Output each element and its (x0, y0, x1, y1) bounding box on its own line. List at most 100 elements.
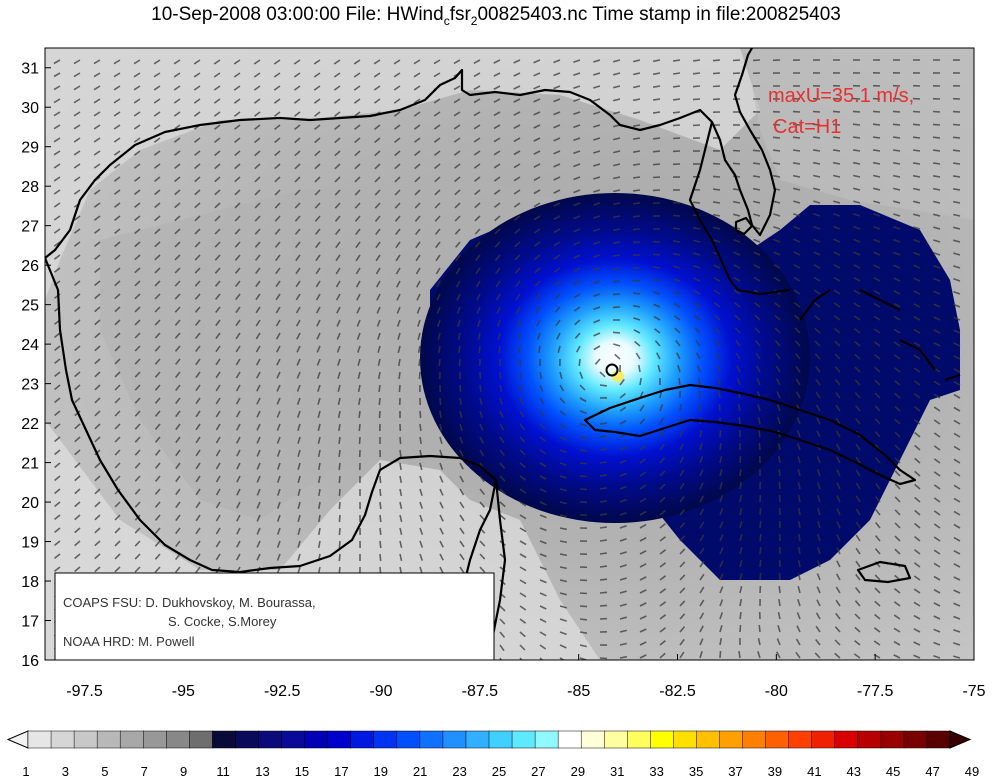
lon-tick-label: -87.5 (462, 683, 499, 700)
lon-tick-label: -75 (962, 683, 985, 700)
lat-tick-label: 17 (21, 614, 39, 631)
colorbar-swatch (488, 730, 513, 749)
colorbar-swatch (119, 730, 144, 749)
mexico-west-coast (45, 257, 498, 660)
colorbar-swatch (96, 730, 121, 749)
storm-center-marker (605, 363, 619, 377)
colorbar-label: 47 (925, 764, 939, 779)
colorbar-label: 25 (492, 764, 506, 779)
colorbar-swatch (926, 730, 951, 749)
colorbar-swatch (373, 730, 398, 749)
lat-tick-label: 19 (21, 535, 39, 552)
wind-vector-paths (53, 59, 961, 660)
lon-axis: -97.5 -95 -92.5 -90 -87.5 -85 -82.5 -80 -77.5 -75 (66, 654, 986, 700)
colorbar-swatch (696, 730, 721, 749)
map-field (45, 48, 974, 660)
florida-west-coast (688, 121, 791, 296)
colorbar-label: 29 (571, 764, 585, 779)
colorbar-label: 19 (374, 764, 388, 779)
colorbar-swatch (396, 730, 421, 749)
lat-tick-label: 23 (21, 377, 39, 394)
credit-line-2: S. Cocke, S.Morey (168, 614, 277, 629)
colorbar-label: 43 (847, 764, 861, 779)
colorbar-swatch (673, 730, 698, 749)
colorbar-swatch (788, 730, 813, 749)
lon-tick-label: -77.5 (857, 683, 894, 700)
colorbar-labels: 1 3 5 7 9 11 13 15 17 19 21 23 25 27 29 31 33 35 37 39 41 43 4… (22, 764, 979, 779)
lat-tick-label: 24 (21, 337, 39, 354)
colorbar-low-arrow (6, 730, 29, 749)
colorbar-label: 15 (295, 764, 309, 779)
colorbar-swatch (235, 730, 260, 749)
colorbar-swatch (73, 730, 98, 749)
lat-tick-label: 18 (21, 574, 39, 591)
colorbar-swatch (419, 730, 444, 749)
colorbar-label: 49 (965, 764, 979, 779)
colorbar-swatch (857, 730, 882, 749)
lon-tick-label: -90 (369, 683, 392, 700)
lon-tick-label: -82.5 (659, 683, 696, 700)
colorbar-swatch (143, 730, 168, 749)
colorbar-swatch (880, 730, 905, 749)
colorbar-high-arrow (949, 730, 972, 749)
colorbar-swatch (834, 730, 859, 749)
colorbar-label: 1 (22, 764, 29, 779)
lat-tick-label: 31 (21, 61, 39, 78)
colorbar-label: 33 (649, 764, 663, 779)
lake-okeechobee (734, 216, 754, 236)
coastlines (45, 48, 961, 660)
colorbar-swatch (719, 730, 744, 749)
colorbar-swatch (557, 730, 582, 749)
colorbar-swatch (27, 730, 52, 749)
colorbar-label: 45 (886, 764, 900, 779)
lon-tick-label: -85 (567, 683, 590, 700)
colorbar-label: 3 (62, 764, 69, 779)
land-north (45, 48, 760, 300)
credits-box: COAPS FSU: D. Dukhovskoy, M. Bourassa, S… (54, 572, 495, 661)
colorbar-label: 13 (255, 764, 269, 779)
colorbar-label: 5 (101, 764, 108, 779)
colorbar-swatch (189, 730, 214, 749)
lat-tick-label: 27 (21, 219, 39, 236)
storm-core (420, 193, 810, 523)
colorbar-label: 11 (216, 764, 230, 779)
plot-frame (44, 47, 975, 661)
colorbar-swatch (350, 730, 375, 749)
colorbar-label: 7 (141, 764, 148, 779)
bahamas-islands (799, 289, 961, 382)
colorbar-swatch (258, 730, 283, 749)
colorbar-swatch (765, 730, 790, 749)
lon-tick-label: -80 (765, 683, 788, 700)
lat-tick-label: 30 (21, 100, 39, 117)
colorbar-swatch (811, 730, 836, 749)
colorbar-swatch (50, 730, 75, 749)
lon-tick-label: -97.5 (66, 683, 103, 700)
colorbar-label: 31 (610, 764, 624, 779)
storm-eye-max (612, 370, 624, 382)
wind-vectors (53, 59, 961, 660)
lat-tick-label: 20 (21, 495, 39, 512)
credit-line-3: NOAA HRD: M. Powell (63, 634, 195, 649)
colorbar-label: 27 (531, 764, 545, 779)
colorbar-swatch (604, 730, 629, 749)
colorbar-label: 35 (689, 764, 703, 779)
colorbar-swatch (442, 730, 467, 749)
lat-tick-label: 21 (21, 456, 39, 473)
cuba-coastline (583, 383, 917, 486)
colorbar-label: 21 (413, 764, 427, 779)
colorbar-label: 17 (334, 764, 348, 779)
lat-tick-label: 16 (21, 653, 39, 670)
category-label: Cat=H1 (773, 116, 841, 138)
lat-tick-label: 26 (21, 258, 39, 275)
colorbar-label: 37 (728, 764, 742, 779)
lat-tick-label: 28 (21, 179, 39, 196)
colorbar-swatch (327, 730, 352, 749)
colorbar-swatch (650, 730, 675, 749)
colorbar-swatch (212, 730, 237, 749)
map-title: 10-Sep-2008 03:00:00 File: HWindcfsr2008… (151, 4, 841, 28)
max-wind-label: maxU=35.1 m/s, (768, 85, 914, 107)
colorbar-swatch (304, 730, 329, 749)
lon-tick-label: -92.5 (264, 683, 301, 700)
colorbar (6, 730, 972, 749)
